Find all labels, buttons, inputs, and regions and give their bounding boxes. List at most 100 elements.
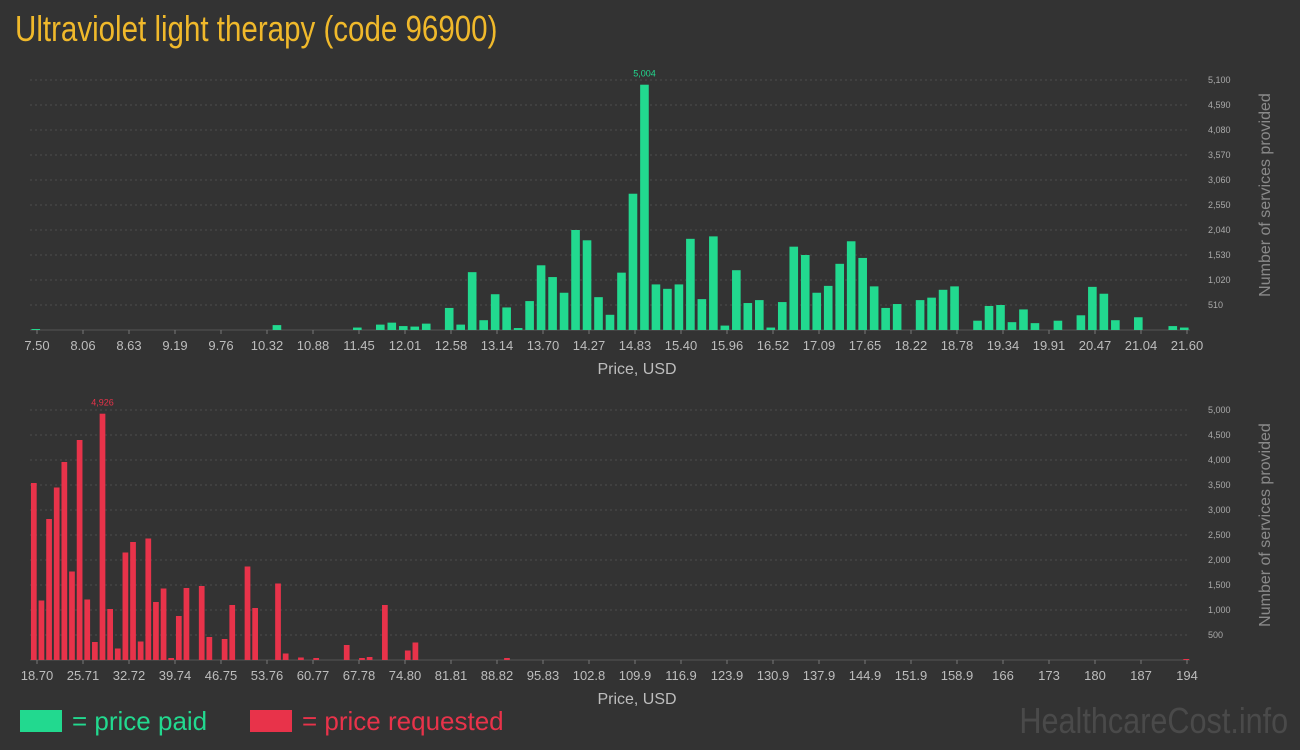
x-tick-label: 7.50	[24, 338, 49, 353]
paid-bar	[674, 284, 684, 330]
req-bar	[107, 609, 113, 660]
paid-bar	[996, 305, 1005, 330]
paid-bar	[720, 325, 730, 330]
paid-bar	[777, 302, 787, 330]
paid-bar	[1007, 322, 1017, 330]
page-title: Ultraviolet light therapy (code 96900)	[15, 8, 498, 49]
paid-bar	[663, 288, 672, 330]
req-bar	[343, 645, 350, 660]
paid-bar	[467, 272, 477, 330]
paid-bar	[617, 272, 626, 330]
paid-bar	[1030, 323, 1040, 330]
req-bar	[69, 571, 75, 660]
req-bar	[99, 413, 106, 660]
paid-bar	[869, 286, 879, 330]
x-tick-label: 180	[1084, 668, 1106, 683]
paid-bar	[628, 193, 638, 330]
req-bar	[46, 519, 52, 660]
paid-bar	[536, 265, 546, 330]
peak-value-label: 4,926	[91, 398, 114, 408]
x-tick-label: 173	[1038, 668, 1060, 683]
price-paid-chart: 510 1,020 1,530 2,040 2,550 3,060 3,570 4,080 4,…	[24, 69, 1274, 378]
paid-bar	[1019, 309, 1028, 330]
req-bar	[76, 440, 83, 660]
x-tick-label: 15.40	[665, 338, 698, 353]
legend-label-paid: = price paid	[72, 705, 208, 736]
paid-bar	[421, 323, 431, 330]
x-tick-label: 123.9	[711, 668, 744, 683]
x-tick-label: 11.45	[343, 338, 375, 353]
req-bar	[160, 588, 167, 660]
x-tick-label: 116.9	[665, 668, 697, 683]
req-bar	[53, 487, 60, 660]
x-tick-label: 102.8	[573, 668, 606, 683]
paid-bar	[950, 286, 959, 330]
paid-bar	[1111, 320, 1120, 330]
req-bar	[145, 538, 152, 660]
req-bar	[366, 657, 373, 660]
paid-bar	[525, 301, 534, 330]
x-tick-label: 158.9	[941, 668, 974, 683]
req-bar	[244, 566, 251, 660]
legend-swatch-requested	[250, 710, 292, 732]
req-bar	[84, 599, 91, 660]
y-tick-label: 4,080	[1208, 125, 1231, 135]
paid-bar	[479, 320, 488, 330]
paid-bar	[823, 285, 833, 330]
x-tick-label: 130.9	[757, 668, 790, 683]
req-bar	[61, 462, 68, 660]
x-tick-label: 12.01	[389, 338, 422, 353]
x-axis-title: Price, USD	[597, 691, 676, 708]
paid-bar	[697, 299, 707, 330]
x-tick-label: 20.47	[1079, 338, 1112, 353]
paid-bar	[1099, 293, 1109, 330]
legend-swatch-paid	[20, 710, 62, 732]
paid-bar	[1134, 317, 1143, 330]
paid-bar	[502, 307, 511, 330]
x-tick-label: 10.32	[251, 338, 284, 353]
paid-bar	[800, 255, 810, 330]
y-tick-label: 3,000	[1208, 505, 1231, 515]
peak-value-label: 5,004	[633, 69, 656, 79]
x-tick-label: 95.83	[527, 668, 560, 683]
legend-price-requested: = price requested	[250, 704, 504, 738]
req-bar	[206, 637, 213, 660]
req-bar	[114, 648, 121, 660]
paid-bar	[640, 84, 649, 330]
req-bar	[221, 639, 228, 660]
x-tick-label: 19.91	[1033, 338, 1066, 353]
x-tick-label: 13.70	[527, 338, 560, 353]
x-axis-title: Price, USD	[597, 361, 676, 378]
req-bar	[1183, 659, 1190, 660]
legend-price-paid: = price paid	[20, 704, 207, 738]
req-bar	[137, 641, 144, 660]
x-tick-label: 25.71	[67, 668, 100, 683]
y-axis-title: Number of services provided	[1257, 93, 1274, 297]
paid-bar	[755, 300, 764, 330]
x-tick-label: 18.78	[941, 338, 974, 353]
paid-bar	[272, 325, 282, 330]
y-tick-label: 3,060	[1208, 175, 1231, 185]
paid-bar	[651, 284, 661, 330]
paid-bar	[686, 238, 695, 330]
req-bar	[359, 658, 365, 660]
paid-bar	[456, 324, 465, 330]
req-bar	[313, 658, 320, 660]
paid-bar	[846, 241, 856, 330]
x-tick-label: 14.83	[619, 338, 652, 353]
paid-bar	[973, 320, 982, 330]
paid-bar	[892, 304, 902, 330]
req-bar	[153, 602, 159, 660]
x-tick-label: 21.04	[1125, 338, 1158, 353]
paid-bar	[858, 257, 867, 330]
y-tick-label: 510	[1208, 300, 1223, 310]
x-tick-label: 14.27	[573, 338, 606, 353]
x-tick-label: 8.63	[116, 338, 141, 353]
y-tick-label: 3,570	[1208, 150, 1231, 160]
x-tick-label: 8.06	[70, 338, 95, 353]
y-axis-title: Number of services provided	[1257, 423, 1274, 627]
x-tick-label: 18.22	[895, 338, 928, 353]
paid-bar	[709, 236, 718, 330]
x-tick-label: 21.60	[1171, 338, 1204, 353]
x-tick-label: 16.52	[757, 338, 790, 353]
